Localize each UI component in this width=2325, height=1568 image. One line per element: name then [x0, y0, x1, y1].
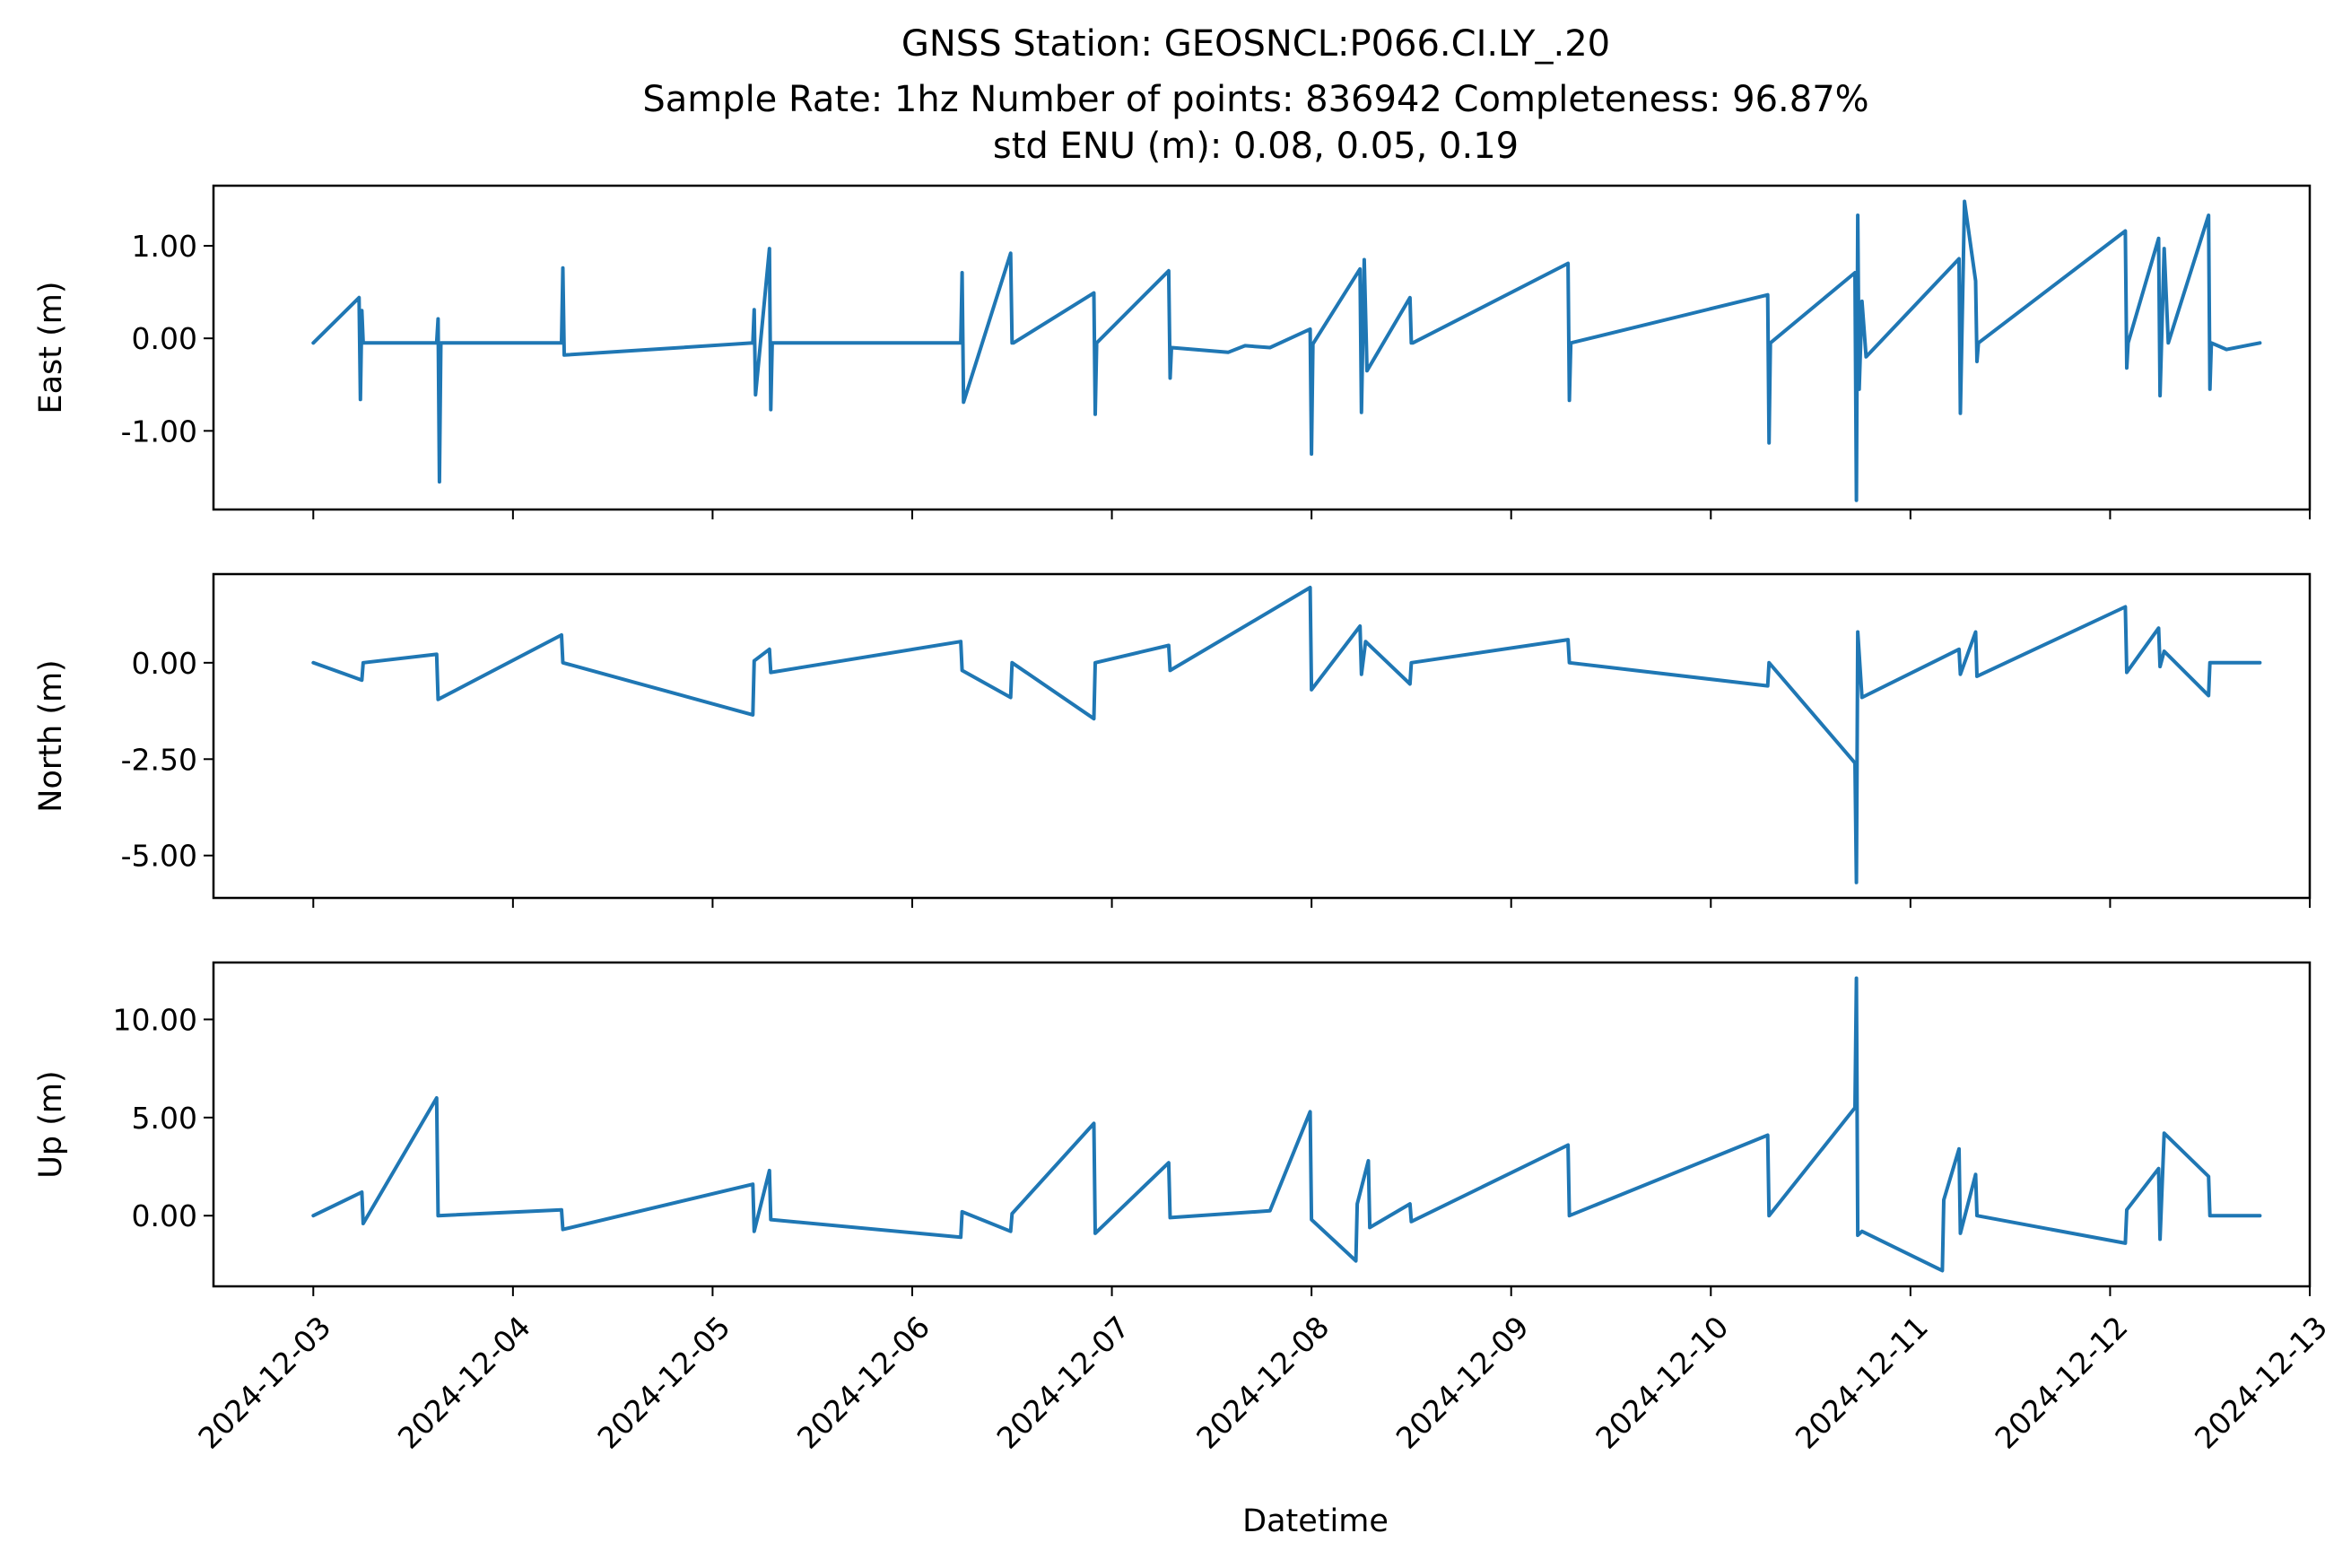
- y-tick-label: 0.00: [132, 646, 197, 681]
- north-panel: 0.00 -2.50 -5.00 North (m): [33, 572, 2312, 908]
- series-line-0-0: [311, 199, 2262, 502]
- series-line-2-0: [311, 976, 2262, 1273]
- y-tick-label: 5.00: [132, 1101, 197, 1136]
- y-axis-label: Up (m): [33, 1070, 69, 1178]
- axes-frame: [212, 184, 2312, 511]
- y-tick-label: 1.00: [132, 229, 197, 264]
- y-tick-label: -5.00: [121, 839, 197, 874]
- figure-title: GNSS Station: GEOSNCL:P066.CI.LY_.20 Sam…: [642, 23, 1868, 167]
- y-tick-label: 0.00: [132, 321, 197, 356]
- y-tick-label: 0.00: [132, 1198, 197, 1233]
- y-axis-label: North (m): [33, 659, 69, 812]
- series-line-1-0: [311, 586, 2262, 884]
- x-axis-label: Datetime: [1242, 1503, 1389, 1539]
- title-line-station: GNSS Station: GEOSNCL:P066.CI.LY_.20: [901, 23, 1610, 65]
- axes-frame: [212, 572, 2312, 900]
- title-line-sampling: Sample Rate: 1hz Number of points: 83694…: [642, 79, 1868, 120]
- axes-frame: [212, 961, 2312, 1288]
- y-tick-label: -1.00: [121, 414, 197, 449]
- east-panel: 1.00 0.00 -1.00 East (m): [33, 184, 2312, 519]
- y-tick-label: 10.00: [113, 1002, 197, 1037]
- y-tick-label: -2.50: [121, 742, 197, 777]
- y-axis-label: East (m): [33, 281, 69, 414]
- title-line-std: std ENU (m): 0.08, 0.05, 0.19: [993, 126, 1519, 167]
